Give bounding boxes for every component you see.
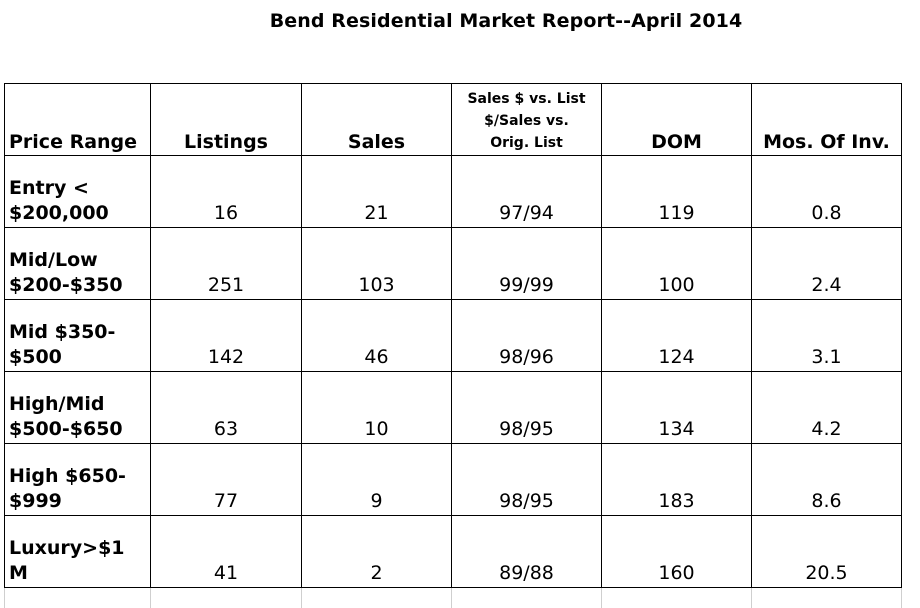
header-sales-vs-list-line3: Orig. List xyxy=(490,135,563,151)
header-mos-of-inv: Mos. Of Inv. xyxy=(751,83,902,156)
price-range-line1: High $650- xyxy=(9,465,126,487)
price-range-cell: Mid $350- $500 xyxy=(4,299,151,372)
sales-cell: 103 xyxy=(301,227,452,300)
empty-cell xyxy=(751,587,902,608)
header-sales-vs-list-line1: Sales $ vs. List xyxy=(467,91,586,107)
table-row: Luxury>$1 M 41 2 89/88 160 20.5 xyxy=(4,515,902,588)
listings-cell: 16 xyxy=(150,155,302,228)
market-report-table: Price Range Listings Sales Sales $ vs. L… xyxy=(4,83,902,608)
report-title: Bend Residential Market Report--April 20… xyxy=(269,10,743,32)
dom-cell: 100 xyxy=(601,227,752,300)
sales-cell: 2 xyxy=(301,515,452,588)
table-row: High/Mid $500-$650 63 10 98/95 134 4.2 xyxy=(4,371,902,444)
ratio-cell: 98/96 xyxy=(451,299,602,372)
table-row: Mid $350- $500 142 46 98/96 124 3.1 xyxy=(4,299,902,372)
price-range-cell: High $650- $999 xyxy=(4,443,151,516)
listings-cell: 77 xyxy=(150,443,302,516)
price-range-line1: High/Mid xyxy=(9,393,105,415)
table-row: Entry < $200,000 16 21 97/94 119 0.8 xyxy=(4,155,902,228)
mos-inv-cell: 0.8 xyxy=(751,155,902,228)
table-row: High $650- $999 77 9 98/95 183 8.6 xyxy=(4,443,902,516)
price-range-cell: Mid/Low $200-$350 xyxy=(4,227,151,300)
price-range-line1: Mid $350- xyxy=(9,321,116,343)
table-header-row: Price Range Listings Sales Sales $ vs. L… xyxy=(4,83,902,156)
table-row: Mid/Low $200-$350 251 103 99/99 100 2.4 xyxy=(4,227,902,300)
listings-cell: 142 xyxy=(150,299,302,372)
dom-cell: 119 xyxy=(601,155,752,228)
mos-inv-cell: 2.4 xyxy=(751,227,902,300)
ratio-cell: 89/88 xyxy=(451,515,602,588)
listings-cell: 63 xyxy=(150,371,302,444)
price-range-line2: $200,000 xyxy=(9,202,109,224)
price-range-line2: $500 xyxy=(9,346,62,368)
price-range-line1: Entry < xyxy=(9,177,89,199)
sales-cell: 9 xyxy=(301,443,452,516)
header-sales-vs-list-line2: $/Sales vs. xyxy=(484,113,569,129)
price-range-cell: Entry < $200,000 xyxy=(4,155,151,228)
header-price-range: Price Range xyxy=(4,83,151,156)
dom-cell: 160 xyxy=(601,515,752,588)
sales-cell: 21 xyxy=(301,155,452,228)
price-range-line2: M xyxy=(9,562,28,584)
price-range-cell: High/Mid $500-$650 xyxy=(4,371,151,444)
price-range-line1: Luxury>$1 xyxy=(9,537,125,559)
table-continuation-row xyxy=(4,587,902,608)
empty-cell xyxy=(601,587,752,608)
ratio-cell: 99/99 xyxy=(451,227,602,300)
price-range-line2: $999 xyxy=(9,490,62,512)
price-range-cell: Luxury>$1 M xyxy=(4,515,151,588)
empty-cell xyxy=(301,587,452,608)
mos-inv-cell: 8.6 xyxy=(751,443,902,516)
price-range-line2: $200-$350 xyxy=(9,274,123,296)
mos-inv-cell: 3.1 xyxy=(751,299,902,372)
dom-cell: 134 xyxy=(601,371,752,444)
ratio-cell: 97/94 xyxy=(451,155,602,228)
price-range-line2: $500-$650 xyxy=(9,418,123,440)
dom-cell: 124 xyxy=(601,299,752,372)
listings-cell: 251 xyxy=(150,227,302,300)
header-dom: DOM xyxy=(601,83,752,156)
header-listings: Listings xyxy=(150,83,302,156)
dom-cell: 183 xyxy=(601,443,752,516)
ratio-cell: 98/95 xyxy=(451,371,602,444)
sales-cell: 46 xyxy=(301,299,452,372)
empty-cell xyxy=(451,587,602,608)
empty-cell xyxy=(150,587,302,608)
price-range-line1: Mid/Low xyxy=(9,249,98,271)
mos-inv-cell: 4.2 xyxy=(751,371,902,444)
mos-inv-cell: 20.5 xyxy=(751,515,902,588)
sales-cell: 10 xyxy=(301,371,452,444)
listings-cell: 41 xyxy=(150,515,302,588)
header-sales: Sales xyxy=(301,83,452,156)
ratio-cell: 98/95 xyxy=(451,443,602,516)
header-sales-vs-list: Sales $ vs. List $/Sales vs. Orig. List xyxy=(451,83,602,156)
empty-cell xyxy=(4,587,151,608)
